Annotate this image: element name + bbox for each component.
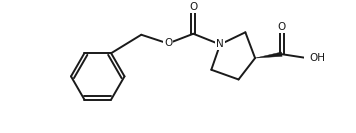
Polygon shape	[255, 52, 282, 58]
Text: O: O	[164, 38, 172, 49]
Text: OH: OH	[309, 53, 325, 63]
Text: O: O	[278, 22, 286, 32]
Text: N: N	[216, 40, 224, 49]
Text: O: O	[189, 2, 198, 12]
